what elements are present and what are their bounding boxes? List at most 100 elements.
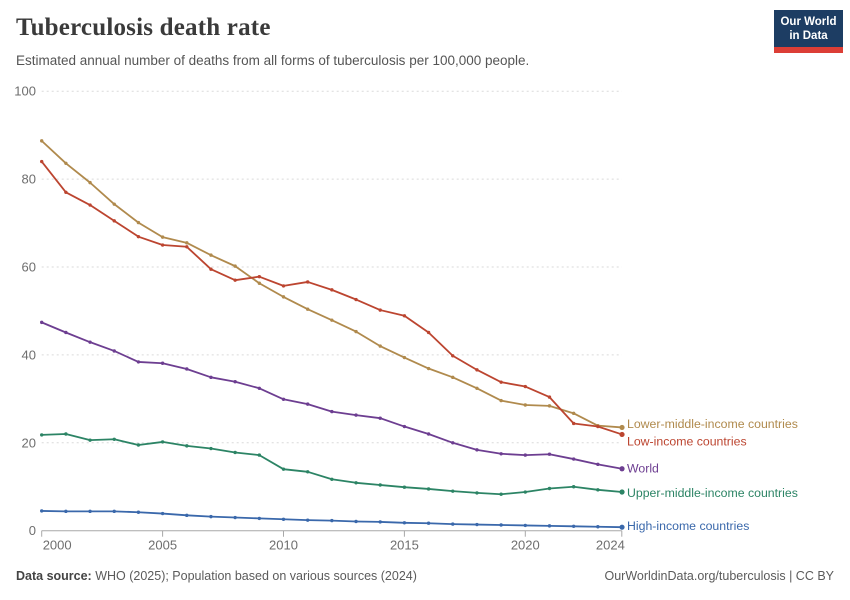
data-point-world-2024[interactable] (619, 466, 625, 472)
data-point-lower-middle-income-countries-2005[interactable] (160, 235, 165, 239)
data-point-lower-middle-income-countries-2004[interactable] (136, 220, 141, 225)
data-point-world-2020[interactable] (523, 453, 527, 457)
owid-logo[interactable]: Our World in Data (774, 10, 843, 53)
data-point-world-2004[interactable] (136, 360, 141, 364)
data-point-upper-middle-income-countries-2009[interactable] (257, 453, 262, 457)
data-point-upper-middle-income-countries-2010[interactable] (281, 467, 286, 471)
data-point-world-2002[interactable] (88, 340, 92, 344)
data-point-world-2010[interactable] (281, 397, 286, 401)
data-point-low-income-countries-2014[interactable] (378, 308, 382, 312)
data-point-lower-middle-income-countries-2012[interactable] (330, 318, 334, 322)
data-point-low-income-countries-2004[interactable] (136, 234, 141, 239)
data-point-world-2015[interactable] (402, 424, 407, 429)
data-point-lower-middle-income-countries-2019[interactable] (499, 398, 503, 403)
data-point-low-income-countries-2018[interactable] (475, 368, 479, 372)
data-point-low-income-countries-2023[interactable] (596, 424, 600, 429)
line-chart[interactable]: 0 20 40 60 80 100 2000 2005 2010 2015 2020 2024 Lowe… (0, 80, 850, 560)
data-point-lower-middle-income-countries-2021[interactable] (547, 404, 552, 408)
data-point-low-income-countries-2019[interactable] (499, 380, 503, 384)
data-point-lower-middle-income-countries-2002[interactable] (88, 180, 92, 185)
data-point-low-income-countries-2015[interactable] (402, 314, 407, 318)
data-point-world-2001[interactable] (64, 330, 68, 335)
data-point-lower-middle-income-countries-2000[interactable] (40, 139, 44, 143)
data-point-low-income-countries-2022[interactable] (571, 421, 576, 426)
data-point-high-income-countries-2005[interactable] (160, 511, 165, 516)
data-point-upper-middle-income-countries-2021[interactable] (547, 486, 552, 491)
data-point-world-2013[interactable] (354, 413, 358, 417)
data-point-low-income-countries-2017[interactable] (451, 354, 455, 358)
data-point-world-2018[interactable] (475, 448, 479, 452)
data-point-upper-middle-income-countries-2001[interactable] (64, 432, 68, 436)
data-point-upper-middle-income-countries-2019[interactable] (499, 492, 503, 496)
data-point-high-income-countries-2010[interactable] (281, 517, 286, 521)
data-point-high-income-countries-2021[interactable] (547, 524, 552, 528)
data-point-upper-middle-income-countries-2017[interactable] (451, 489, 455, 493)
data-point-lower-middle-income-countries-2009[interactable] (257, 281, 262, 285)
data-point-high-income-countries-2019[interactable] (499, 523, 503, 527)
data-point-high-income-countries-2009[interactable] (257, 516, 262, 521)
legend-label-lower-middle-income-countries[interactable]: Lower-middle-income countries (627, 417, 798, 431)
data-point-low-income-countries-2013[interactable] (354, 297, 358, 302)
data-point-lower-middle-income-countries-2008[interactable] (233, 264, 237, 268)
data-point-lower-middle-income-countries-2010[interactable] (281, 295, 286, 299)
data-point-lower-middle-income-countries-2022[interactable] (571, 411, 576, 416)
data-point-low-income-countries-2001[interactable] (64, 190, 68, 194)
data-point-low-income-countries-2011[interactable] (305, 280, 310, 284)
data-point-upper-middle-income-countries-2022[interactable] (571, 485, 576, 489)
data-point-high-income-countries-2014[interactable] (378, 520, 382, 524)
data-point-lower-middle-income-countries-2013[interactable] (354, 329, 358, 334)
data-point-world-2017[interactable] (451, 441, 455, 445)
data-point-low-income-countries-2010[interactable] (281, 284, 286, 288)
legend-label-upper-middle-income-countries[interactable]: Upper-middle-income countries (627, 486, 798, 500)
data-point-high-income-countries-2016[interactable] (426, 521, 431, 525)
data-point-lower-middle-income-countries-2001[interactable] (64, 161, 68, 165)
data-point-lower-middle-income-countries-2017[interactable] (451, 375, 455, 380)
data-point-upper-middle-income-countries-2016[interactable] (426, 487, 431, 491)
data-point-high-income-countries-2022[interactable] (571, 524, 576, 529)
data-point-upper-middle-income-countries-2011[interactable] (305, 470, 310, 474)
data-point-low-income-countries-2002[interactable] (88, 203, 92, 207)
series-line-low-income-countries[interactable] (40, 160, 623, 436)
data-point-world-2019[interactable] (499, 452, 503, 456)
data-point-upper-middle-income-countries-2000[interactable] (40, 433, 44, 437)
data-point-lower-middle-income-countries-2003[interactable] (112, 202, 116, 206)
data-point-low-income-countries-2009[interactable] (257, 274, 262, 279)
data-point-lower-middle-income-countries-2024[interactable] (619, 424, 625, 431)
data-point-upper-middle-income-countries-2023[interactable] (596, 488, 600, 492)
data-point-high-income-countries-2020[interactable] (523, 523, 527, 528)
legend-label-low-income-countries[interactable]: Low-income countries (627, 435, 747, 449)
series-line-world[interactable] (40, 321, 623, 470)
data-point-lower-middle-income-countries-2015[interactable] (402, 355, 407, 360)
data-point-lower-middle-income-countries-2020[interactable] (523, 403, 527, 407)
data-point-low-income-countries-2012[interactable] (330, 288, 334, 292)
data-point-low-income-countries-2021[interactable] (547, 395, 552, 399)
data-point-world-2014[interactable] (378, 416, 382, 420)
data-point-world-2009[interactable] (257, 386, 262, 391)
data-point-world-2000[interactable] (40, 320, 44, 325)
data-point-world-2003[interactable] (112, 349, 116, 353)
data-point-upper-middle-income-countries-2014[interactable] (378, 483, 382, 487)
data-point-low-income-countries-2007[interactable] (209, 267, 213, 271)
data-point-high-income-countries-2008[interactable] (233, 515, 237, 520)
legend-label-world[interactable]: World (627, 462, 659, 476)
data-point-high-income-countries-2018[interactable] (475, 522, 479, 527)
data-point-lower-middle-income-countries-2007[interactable] (209, 253, 213, 257)
data-point-high-income-countries-2007[interactable] (209, 514, 213, 519)
data-point-low-income-countries-2020[interactable] (523, 384, 527, 389)
data-point-upper-middle-income-countries-2002[interactable] (88, 438, 92, 442)
data-point-high-income-countries-2013[interactable] (354, 519, 358, 524)
owid-license-link[interactable]: OurWorldinData.org/tuberculosis | CC BY (604, 569, 835, 583)
data-point-upper-middle-income-countries-2015[interactable] (402, 485, 407, 489)
data-point-upper-middle-income-countries-2006[interactable] (185, 444, 189, 448)
data-point-high-income-countries-2003[interactable] (112, 509, 116, 514)
data-point-high-income-countries-2000[interactable] (40, 509, 44, 513)
data-point-high-income-countries-2006[interactable] (185, 513, 189, 518)
data-point-world-2011[interactable] (305, 402, 310, 406)
data-point-world-2008[interactable] (233, 380, 237, 384)
data-point-world-2005[interactable] (160, 361, 165, 365)
data-point-high-income-countries-2002[interactable] (88, 509, 92, 514)
data-point-upper-middle-income-countries-2005[interactable] (160, 440, 165, 444)
data-point-lower-middle-income-countries-2014[interactable] (378, 344, 382, 348)
data-point-world-2006[interactable] (185, 367, 189, 371)
data-point-high-income-countries-2004[interactable] (136, 510, 141, 514)
